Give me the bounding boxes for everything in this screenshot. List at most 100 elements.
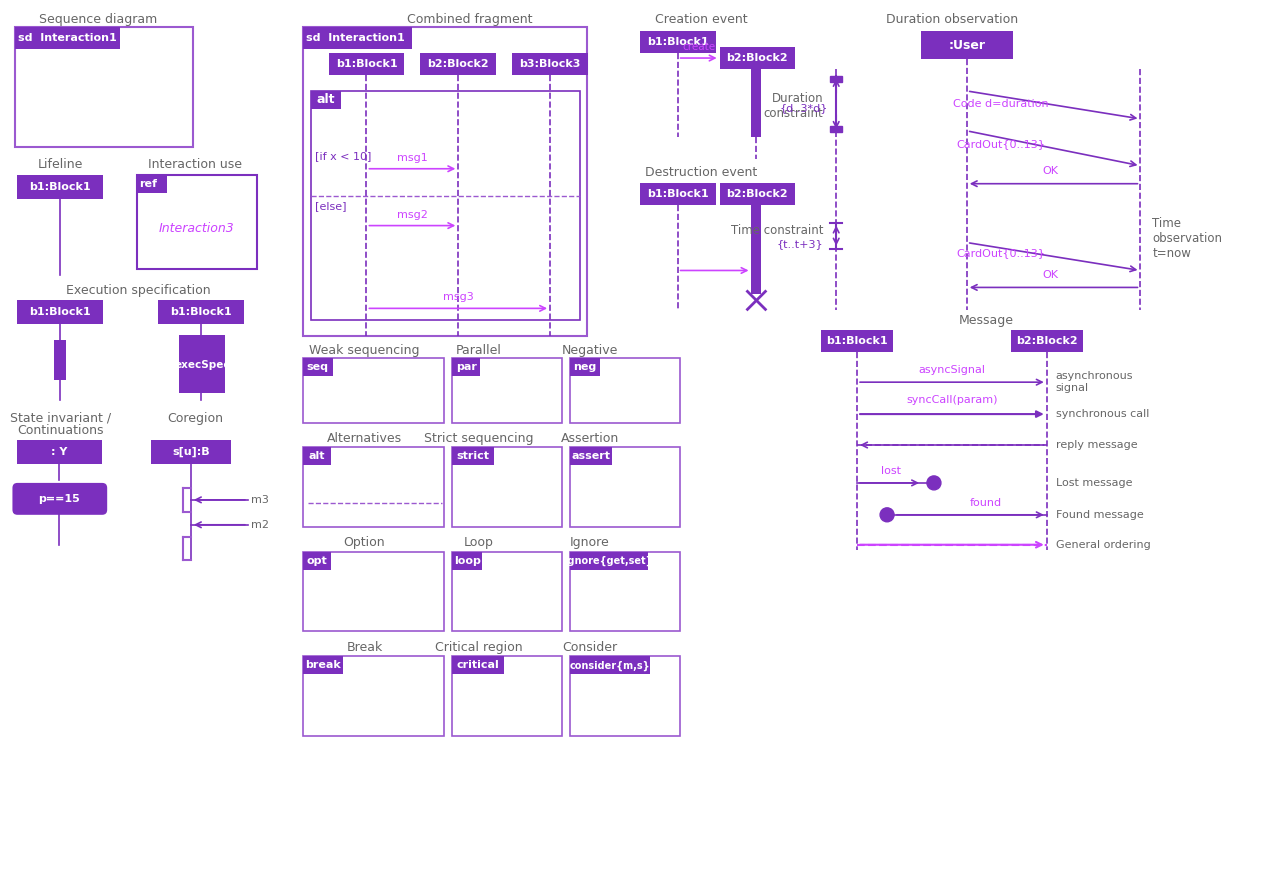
Text: Negative: Negative	[561, 344, 618, 357]
Text: msg1: msg1	[397, 153, 428, 163]
Text: [if x < 10]: [if x < 10]	[315, 150, 371, 161]
Text: synchronous call: synchronous call	[1055, 409, 1149, 419]
Text: Break: Break	[347, 641, 383, 654]
Bar	[18, 440, 103, 464]
Text: :User: :User	[949, 38, 985, 52]
Bar	[452, 552, 483, 570]
Text: b2:Block2: b2:Block2	[727, 189, 788, 198]
Text: b1:Block1: b1:Block1	[827, 336, 889, 346]
Text: sd  Interaction1: sd Interaction1	[306, 33, 404, 43]
Bar	[303, 657, 444, 736]
Text: {d..3*d}: {d..3*d}	[779, 103, 828, 113]
Bar	[570, 552, 679, 632]
Text: Assertion: Assertion	[561, 432, 619, 444]
Bar	[452, 359, 562, 423]
Bar	[303, 359, 444, 423]
Text: Ignore: Ignore	[570, 537, 610, 549]
Bar	[639, 31, 715, 53]
Bar	[719, 47, 795, 69]
Text: b2:Block2: b2:Block2	[727, 53, 788, 63]
Text: Alternatives: Alternatives	[327, 432, 402, 444]
Text: par: par	[456, 362, 476, 372]
Text: s[u]:B: s[u]:B	[172, 447, 209, 457]
Text: b1:Block1: b1:Block1	[647, 189, 709, 198]
Text: strict: strict	[457, 451, 489, 461]
Bar	[303, 359, 333, 376]
Text: Duration observation: Duration observation	[886, 12, 1018, 26]
Bar	[921, 31, 1013, 59]
Text: Option: Option	[344, 537, 385, 549]
Bar	[1011, 330, 1082, 352]
Text: found: found	[969, 498, 1002, 508]
Text: Execution specification: Execution specification	[65, 284, 211, 297]
Text: State invariant /: State invariant /	[10, 411, 110, 425]
Bar	[303, 447, 444, 527]
Text: Interaction3: Interaction3	[159, 222, 235, 235]
Text: Continuations: Continuations	[17, 424, 104, 436]
Bar	[303, 657, 343, 675]
Bar	[15, 27, 193, 147]
Bar	[751, 69, 761, 137]
Text: CardOut{0..13}: CardOut{0..13}	[957, 139, 1045, 149]
Bar	[303, 552, 330, 570]
Text: m3: m3	[250, 495, 268, 505]
Bar	[303, 552, 444, 632]
Bar	[452, 359, 480, 376]
Text: Code d=duration: Code d=duration	[953, 99, 1049, 109]
Circle shape	[880, 508, 894, 522]
Text: b2:Block2: b2:Block2	[428, 59, 489, 69]
Circle shape	[927, 476, 941, 490]
Text: sd  Interaction1: sd Interaction1	[18, 33, 117, 43]
Bar	[152, 440, 231, 464]
Bar	[570, 447, 679, 527]
Bar	[18, 174, 103, 198]
Text: b3:Block3: b3:Block3	[519, 59, 580, 69]
Text: b1:Block1: b1:Block1	[169, 307, 231, 318]
Text: loop: loop	[453, 555, 480, 566]
Text: Consider: Consider	[562, 641, 618, 654]
Bar	[452, 657, 562, 736]
Text: Creation event: Creation event	[655, 12, 747, 26]
Text: msg3: msg3	[443, 293, 474, 303]
Bar	[158, 301, 244, 324]
Text: reply message: reply message	[1055, 440, 1138, 450]
Bar	[831, 76, 842, 82]
Text: create: create	[682, 42, 715, 52]
Bar	[329, 53, 404, 75]
Bar	[751, 205, 761, 295]
Text: [else]: [else]	[315, 200, 347, 211]
Bar	[831, 125, 842, 132]
Text: Interaction use: Interaction use	[148, 158, 241, 171]
Text: assert: assert	[571, 451, 610, 461]
Text: opt: opt	[307, 555, 327, 566]
Text: ref: ref	[139, 179, 157, 189]
Text: b1:Block1: b1:Block1	[30, 182, 91, 191]
Text: p==15: p==15	[39, 494, 80, 504]
Text: Coregion: Coregion	[167, 411, 223, 425]
Text: ignore{get,set}: ignore{get,set}	[565, 555, 654, 566]
Text: lost: lost	[881, 466, 901, 476]
Bar	[452, 447, 562, 527]
FancyBboxPatch shape	[13, 483, 107, 514]
Text: neg: neg	[573, 362, 597, 372]
Text: b1:Block1: b1:Block1	[335, 59, 397, 69]
Text: alt: alt	[316, 93, 335, 107]
Bar	[452, 447, 494, 465]
Text: execSpec: execSpec	[175, 360, 230, 370]
Text: break: break	[304, 660, 340, 670]
Text: asynchronous
signal: asynchronous signal	[1055, 371, 1132, 393]
Text: Message: Message	[958, 314, 1013, 327]
Bar	[15, 27, 121, 49]
Bar	[303, 27, 412, 49]
Bar	[54, 340, 67, 380]
Text: Parallel: Parallel	[456, 344, 502, 357]
Bar	[303, 447, 330, 465]
Bar	[420, 53, 496, 75]
Text: Sequence diagram: Sequence diagram	[39, 12, 158, 26]
Text: {t..t+3}: {t..t+3}	[777, 239, 823, 249]
Bar	[719, 182, 795, 205]
Text: b2:Block2: b2:Block2	[1016, 336, 1077, 346]
Text: seq: seq	[307, 362, 329, 372]
Text: consider{m,s}: consider{m,s}	[570, 660, 650, 670]
Bar	[570, 359, 600, 376]
